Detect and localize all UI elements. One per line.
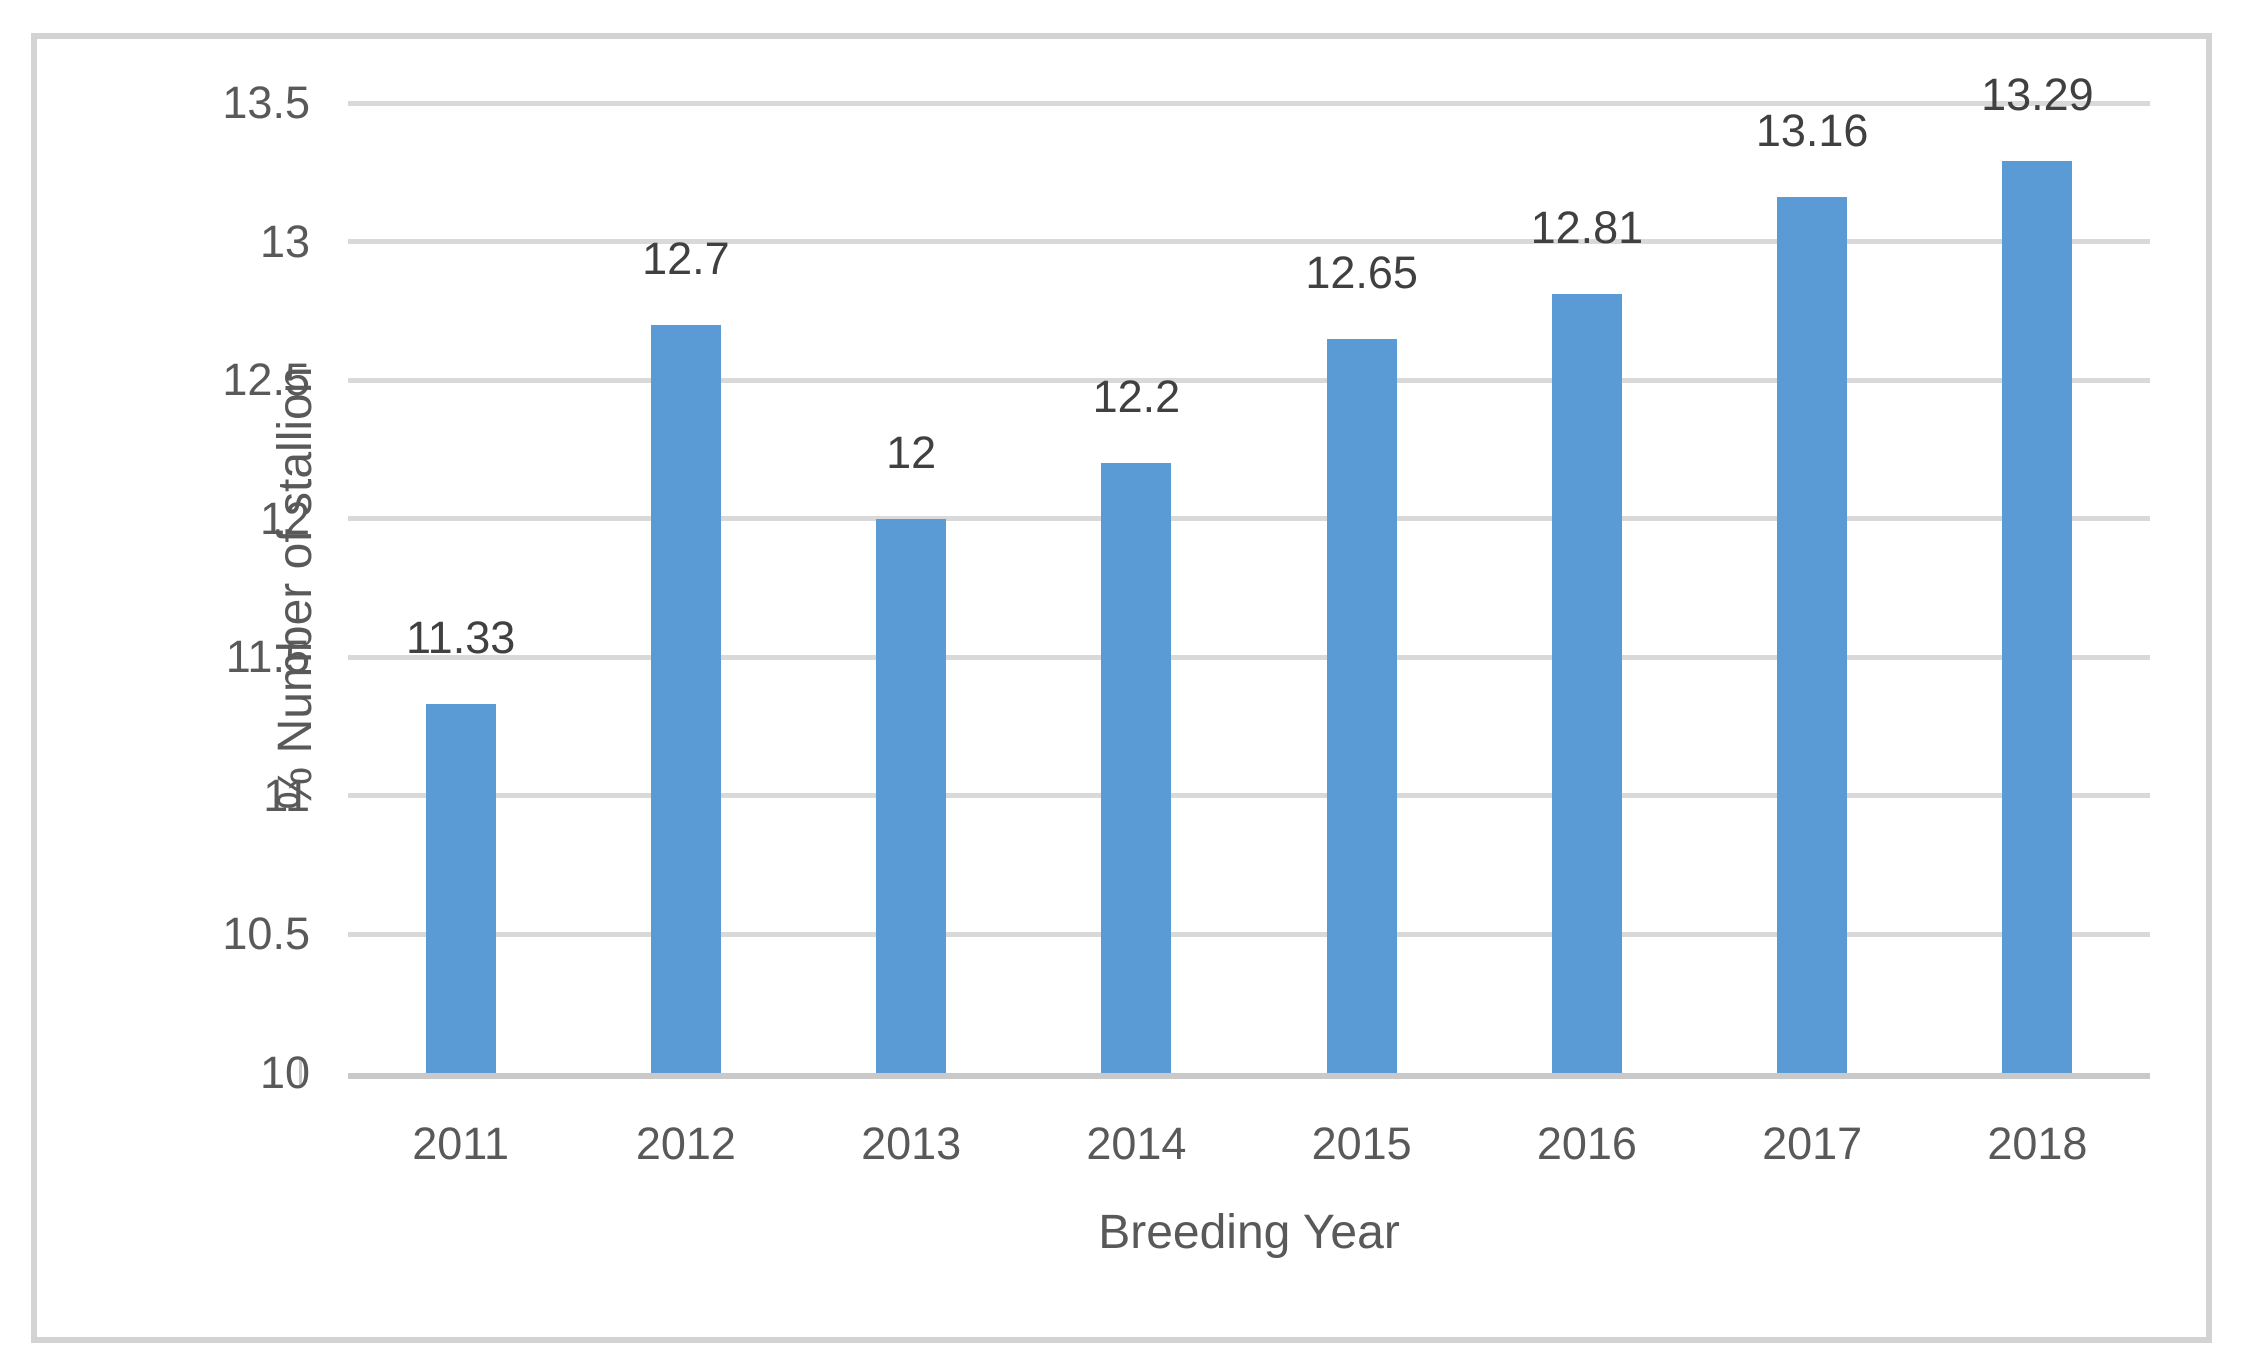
data-label-2018: 13.29 bbox=[1981, 69, 2094, 121]
gridline-13 bbox=[348, 239, 2150, 245]
bar-2013 bbox=[876, 518, 947, 1073]
gridline-12 bbox=[348, 516, 2150, 522]
y-tick-label-11.5: 11.5 bbox=[225, 631, 310, 683]
y-tick-label-10.5: 10.5 bbox=[222, 908, 310, 960]
x-tick-label-2013: 2013 bbox=[861, 1118, 962, 1169]
y-tick-label-10: 10 bbox=[259, 1047, 310, 1098]
bar-2011 bbox=[425, 704, 496, 1073]
gridline-10.5 bbox=[348, 931, 2150, 937]
x-axis-title: Breeding Year bbox=[1098, 1206, 1400, 1259]
gridline-11.5 bbox=[348, 654, 2150, 660]
x-tick-label-2016: 2016 bbox=[1536, 1118, 1637, 1169]
bar-2012 bbox=[650, 324, 721, 1073]
data-label-2015: 12.65 bbox=[1305, 246, 1418, 298]
x-tick-label-2011: 2011 bbox=[412, 1118, 510, 1169]
gridline-11 bbox=[348, 793, 2150, 799]
x-axis-line bbox=[348, 1073, 2150, 1079]
y-axis-title: % Number of stallion bbox=[269, 366, 322, 810]
y-axis-tick-mark bbox=[299, 1058, 302, 1087]
bar-2014 bbox=[1101, 463, 1172, 1073]
x-tick-label-2018: 2018 bbox=[1987, 1118, 2088, 1169]
data-label-2011: 11.33 bbox=[405, 612, 516, 664]
x-tick-label-2017: 2017 bbox=[1762, 1118, 1863, 1169]
data-label-2014: 12.2 bbox=[1092, 371, 1181, 423]
bar-2016 bbox=[1551, 294, 1622, 1073]
x-tick-label-2012: 2012 bbox=[635, 1118, 736, 1169]
bar-2018 bbox=[2002, 161, 2073, 1073]
data-label-2013: 12 bbox=[886, 426, 937, 478]
y-tick-label-12.5: 12.5 bbox=[222, 354, 310, 406]
x-tick-label-2014: 2014 bbox=[1086, 1118, 1187, 1169]
bar-2015 bbox=[1326, 338, 1397, 1073]
x-tick-label-2015: 2015 bbox=[1311, 1118, 1412, 1169]
y-tick-label-12: 12 bbox=[259, 492, 310, 544]
data-label-2016: 12.81 bbox=[1530, 202, 1644, 254]
gridline-13.5 bbox=[348, 100, 2150, 106]
y-tick-label-11: 11 bbox=[263, 769, 310, 821]
gridline-12.5 bbox=[348, 377, 2150, 383]
data-label-2017: 13.16 bbox=[1755, 105, 1869, 157]
y-tick-label-13.5: 13.5 bbox=[222, 77, 310, 128]
y-tick-label-13: 13 bbox=[259, 215, 310, 267]
bar-2017 bbox=[1777, 197, 1848, 1073]
data-label-2012: 12.7 bbox=[642, 232, 730, 284]
